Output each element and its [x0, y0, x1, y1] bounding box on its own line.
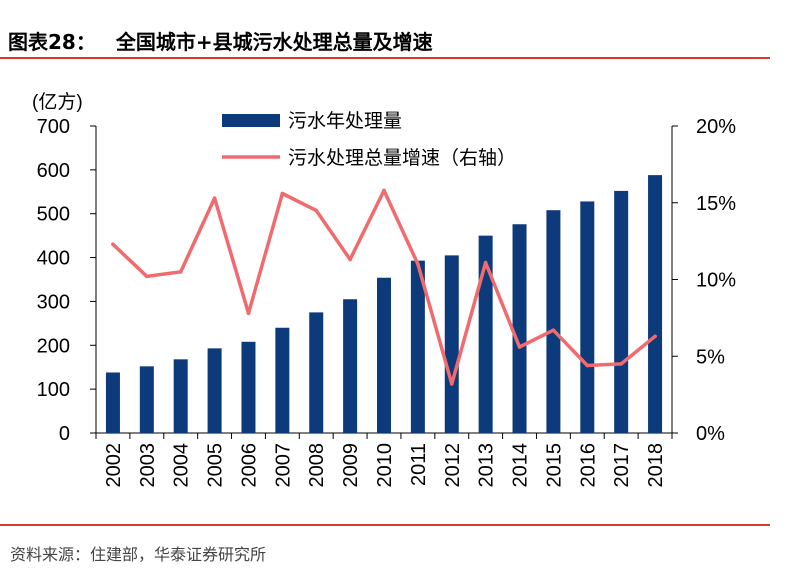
bar: [546, 210, 561, 433]
growth-point: [449, 382, 454, 386]
x-tick-label: 2009: [340, 443, 362, 488]
bar: [275, 327, 290, 433]
chart-title: 图表28： 全国城市+县城污水处理总量及增速: [8, 26, 433, 55]
growth-point: [280, 191, 285, 196]
x-tick-label: 2005: [205, 443, 227, 488]
legend-line-label: 污水处理总量增速（右轴）: [288, 147, 516, 169]
x-tick-label: 2017: [611, 443, 633, 488]
chart-title-text: 全国城市+县城污水处理总量及增速: [115, 30, 433, 54]
source-divider: [0, 524, 770, 526]
x-tick-label: 2006: [238, 443, 260, 488]
x-tick-label: 2013: [476, 443, 498, 488]
x-tick-label: 2002: [103, 443, 125, 488]
x-tick-label: 2015: [543, 443, 565, 488]
growth-point: [382, 188, 386, 193]
x-tick-label: 2004: [171, 443, 193, 488]
x-tick-label: 2007: [272, 443, 294, 488]
bar: [139, 366, 154, 433]
growth-point: [483, 260, 488, 265]
x-tick-label: 2018: [645, 443, 667, 488]
bar: [207, 348, 222, 433]
legend-bar-label: 污水年处理量: [288, 110, 402, 132]
right-tick-label: 10%: [696, 270, 736, 292]
growth-point: [111, 242, 115, 246]
growth-point: [314, 208, 319, 213]
left-tick-label: 300: [37, 291, 70, 313]
x-tick-label: 2003: [137, 443, 159, 488]
x-tick-label: 2011: [408, 443, 430, 486]
bar: [580, 201, 595, 433]
growth-point: [212, 196, 217, 200]
bar: [309, 312, 324, 433]
left-tick-label: 200: [37, 335, 70, 357]
right-tick-label: 0%: [696, 423, 725, 445]
growth-point: [348, 257, 352, 262]
growth-point: [416, 262, 420, 266]
source-note: 资料来源：住建部，华泰证券研究所: [10, 545, 267, 564]
growth-point: [246, 311, 251, 316]
x-tick-label: 2010: [374, 443, 396, 488]
bar: [478, 235, 493, 433]
growth-point: [585, 363, 590, 368]
chart-title-number: 图表28：: [8, 30, 96, 54]
left-tick-label: 0: [59, 423, 70, 445]
bar: [241, 341, 256, 433]
right-tick-label: 15%: [696, 193, 736, 215]
left-tick-label: 700: [37, 116, 70, 138]
growth-point: [619, 362, 623, 366]
x-tick-label: 2016: [577, 443, 599, 488]
growth-point: [653, 334, 657, 339]
bar: [343, 299, 358, 433]
right-tick-label: 5%: [696, 346, 725, 368]
growth-point: [551, 328, 556, 332]
bar: [614, 190, 629, 433]
bar: [173, 359, 188, 433]
left-tick-label: 100: [37, 379, 70, 401]
bar: [444, 255, 459, 433]
legend-bar-swatch: [222, 114, 280, 127]
right-tick-label: 20%: [696, 116, 736, 138]
left-tick-label: 600: [37, 160, 70, 182]
x-tick-label: 2008: [306, 443, 328, 488]
left-axis-unit: (亿方): [32, 91, 83, 113]
bar: [512, 224, 527, 433]
x-tick-label: 2014: [510, 443, 532, 488]
left-tick-label: 400: [37, 248, 70, 270]
left-tick-label: 500: [37, 204, 70, 226]
title-divider: [0, 57, 770, 59]
bar: [648, 175, 663, 433]
bar: [377, 277, 391, 433]
bar: [410, 260, 425, 433]
growth-point: [517, 345, 522, 349]
growth-point: [145, 274, 149, 279]
bar: [105, 372, 120, 433]
x-tick-label: 2012: [442, 443, 464, 488]
growth-point: [178, 270, 183, 274]
